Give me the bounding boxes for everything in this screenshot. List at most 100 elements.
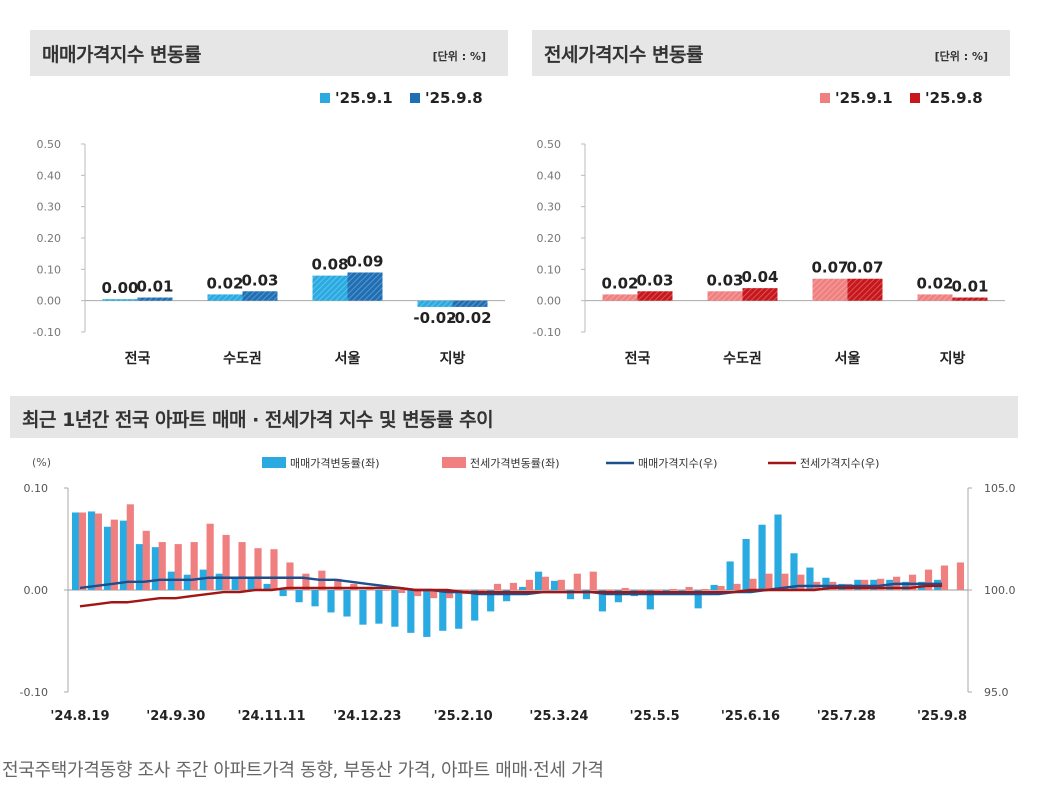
sale-change-bar xyxy=(343,590,351,617)
sale-change-bar xyxy=(215,573,223,590)
sale-data-label: 0.02 xyxy=(206,274,243,292)
jeonse-bar xyxy=(952,297,988,301)
jeonse-change-bar xyxy=(414,590,422,597)
trend-x-label: '24.11.11 xyxy=(237,709,305,724)
jeonse-change-bar xyxy=(398,590,406,594)
jeonse-change-bar xyxy=(781,573,789,590)
sale-ytick-label: 0.50 xyxy=(37,138,62,151)
sale-data-label: 0.08 xyxy=(311,256,348,274)
jeonse-change-bar xyxy=(222,534,230,590)
jeonse-change-bar xyxy=(78,512,87,590)
sale-change-bar xyxy=(822,577,830,590)
jeonse-data-label: 0.03 xyxy=(706,271,743,289)
jeonse-change-bar xyxy=(637,590,645,592)
jeonse-data-label: 0.03 xyxy=(636,271,673,289)
jeonse-change-bar xyxy=(334,578,342,590)
sale-data-label: 0.01 xyxy=(136,278,173,296)
jeonse-bar xyxy=(742,288,778,301)
jeonse-change-bar xyxy=(238,542,246,590)
sale-data-label: 0.09 xyxy=(346,252,383,270)
trend-chart: (%) 0.10 0.00 -0.10 105.0 100.0 95.0 매매가격변동률(좌)… xyxy=(20,456,1016,724)
sale-change-bar xyxy=(359,590,367,625)
sale-change-bar xyxy=(614,590,622,603)
sale-data-label: 0.00 xyxy=(101,279,138,297)
sale-bar xyxy=(137,297,173,301)
sale-panel-unit: [단위 : %] xyxy=(432,50,486,63)
sale-category-label: 지방 xyxy=(440,350,466,367)
jeonse-ytick-label: 0.30 xyxy=(537,201,562,214)
jeonse-change-bar xyxy=(717,585,725,590)
sale-change-bar xyxy=(550,580,559,590)
jeonse-change-chart: 0.50 0.40 0.30 0.20 0.10 0.00 -0.10 '25.9.1 '25.… xyxy=(533,89,1005,367)
jeonse-change-bar xyxy=(701,588,709,590)
jeonse-change-bar xyxy=(382,590,390,591)
sale-change-bar xyxy=(582,590,591,600)
jeonse-change-bar xyxy=(430,590,438,599)
sale-change-bar xyxy=(487,590,495,612)
trend-x-label: '24.8.19 xyxy=(50,709,109,724)
jeonse-change-bar xyxy=(573,573,581,590)
sale-change-bar xyxy=(790,553,798,590)
sale-change-bar xyxy=(534,571,543,590)
jeonse-legend-label: '25.9.8 xyxy=(925,89,983,107)
sale-change-bar xyxy=(646,590,654,610)
jeonse-change-bar xyxy=(174,544,182,590)
sale-category-label: 전국 xyxy=(125,350,151,367)
sale-change-bar xyxy=(199,569,207,590)
sale-change-bar xyxy=(183,574,191,590)
sale-change-bar xyxy=(135,544,144,590)
trend-x-label: '25.9.8 xyxy=(917,709,967,724)
trend-left-tick-label: 0.00 xyxy=(24,584,49,597)
jeonse-ytick-label: 0.20 xyxy=(537,232,562,245)
sale-change-bar xyxy=(678,590,686,591)
jeonse-bar xyxy=(847,278,883,301)
image-caption: 전국주택가격동향 조사 주간 아파트가격 동향, 부동산 가격, 아파트 매매·… xyxy=(2,760,604,781)
sale-change-bar xyxy=(423,590,431,637)
sale-ytick-label: 0.00 xyxy=(37,295,62,308)
sale-ytick-label: 0.20 xyxy=(37,232,62,245)
jeonse-change-bar xyxy=(493,583,502,590)
sale-ytick-label: -0.10 xyxy=(33,326,61,339)
sale-change-bar xyxy=(902,581,910,590)
sale-bar xyxy=(312,275,348,301)
jeonse-ytick-label: 0.10 xyxy=(537,263,562,276)
jeonse-bar xyxy=(637,291,673,301)
trend-right-tick-label: 100.0 xyxy=(984,584,1016,597)
jeonse-category-label: 전국 xyxy=(625,350,651,367)
jeonse-ytick-label: -0.10 xyxy=(533,326,561,339)
sale-change-bar xyxy=(806,567,814,590)
jeonse-change-bar xyxy=(158,542,166,590)
jeonse-change-bar xyxy=(541,576,549,590)
jeonse-change-bar xyxy=(765,573,773,590)
sale-data-label: 0.03 xyxy=(241,271,278,289)
sale-change-bar xyxy=(295,590,303,603)
sale-change-bar xyxy=(455,590,463,629)
sale-change-bar xyxy=(439,590,447,631)
sale-category-label: 서울 xyxy=(335,350,361,367)
sale-change-bar xyxy=(151,547,160,590)
trend-panel-header: 최근 1년간 전국 아파트 매매 · 전세가격 지수 및 변동률 추이 xyxy=(10,396,1018,438)
trend-x-label: '25.7.28 xyxy=(817,709,876,724)
jeonse-data-label: 0.07 xyxy=(846,259,883,277)
jeonse-change-bar xyxy=(302,573,310,590)
trend-x-label: '24.12.23 xyxy=(333,709,401,724)
jeonse-change-bar xyxy=(733,583,741,590)
sale-change-bar xyxy=(87,511,96,590)
sale-change-bar xyxy=(519,586,527,590)
jeonse-data-label: 0.01 xyxy=(951,278,988,296)
sale-change-bar xyxy=(503,590,511,602)
sale-ytick-label: 0.30 xyxy=(37,201,62,214)
sale-change-bar xyxy=(391,590,399,627)
trend-legend-label: 매매가격지수(우) xyxy=(638,457,717,470)
sale-panel-header: 매매가격지수 변동률 [단위 : %] xyxy=(30,30,508,76)
sale-change-bar xyxy=(311,590,319,607)
sale-bar xyxy=(207,294,243,301)
jeonse-change-bar xyxy=(477,590,486,591)
trend-left-unit: (%) xyxy=(32,456,51,469)
sale-change-bar xyxy=(327,590,335,613)
sale-change-bar xyxy=(598,590,607,612)
jeonse-change-bar xyxy=(270,549,278,590)
jeonse-change-bar xyxy=(653,590,661,591)
trend-legend-label: 전세가격변동률(좌) xyxy=(470,457,560,470)
sale-legend-label: '25.9.1 xyxy=(335,89,393,107)
